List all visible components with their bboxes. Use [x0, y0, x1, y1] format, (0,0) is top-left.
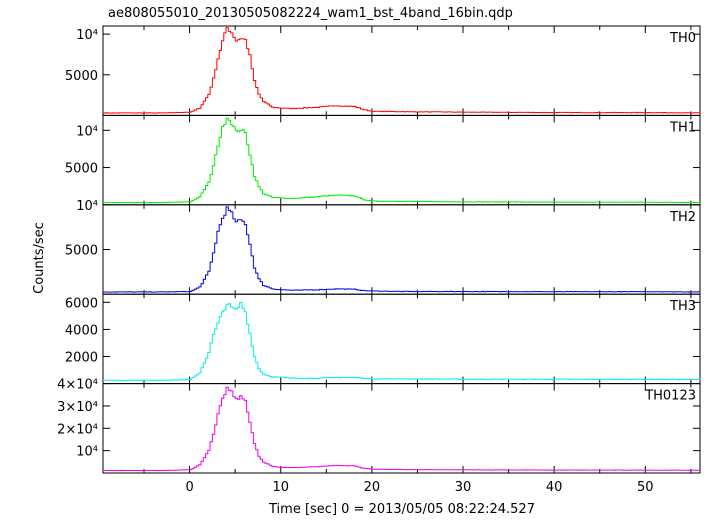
y-tick-label: 6000 — [65, 296, 98, 311]
y-tick-label: 4×10⁴ — [57, 378, 98, 393]
panel-frame — [102, 293, 701, 385]
panel-th0123: 10⁴ 2×10⁴ 3×10⁴ 4×10⁴ TH0123 — [57, 378, 701, 474]
y-tick-label: 10⁴ — [76, 445, 98, 460]
y-tick-label: 10⁴ — [76, 28, 98, 43]
y-tick-label: 5000 — [65, 244, 98, 259]
panel-frame — [102, 204, 701, 295]
x-tick-label: 0 — [185, 480, 193, 495]
panel-frame — [102, 25, 701, 116]
x-tick-label: 20 — [364, 480, 381, 495]
panel-label-th2: TH2 — [669, 210, 696, 225]
panel-th0: 5000 10⁴ TH0 — [65, 25, 701, 116]
panel-label-th3: TH3 — [669, 299, 696, 314]
series-line-th2 — [103, 206, 700, 293]
y-tick-label: 10⁴ — [76, 124, 98, 139]
panel-frame — [102, 114, 701, 206]
x-tick-label: 40 — [546, 480, 563, 495]
y-tick-label: 5000 — [65, 162, 98, 177]
panel-th1: 5000 10⁴ TH1 — [65, 114, 701, 206]
y-tick-label: 4000 — [65, 323, 98, 338]
y-tick-label: 5000 — [65, 69, 98, 84]
series-line-th0123 — [103, 386, 700, 472]
x-axis-label: Time [sec] 0 = 2013/05/05 08:22:24.527 — [268, 502, 535, 516]
panel-th3: 2000 4000 6000 TH3 — [65, 293, 701, 385]
series-line-th3 — [103, 302, 701, 381]
panel-frame — [102, 383, 701, 474]
y-tick-label: 2×10⁴ — [57, 422, 98, 437]
series-line-th1 — [103, 117, 701, 204]
panels: 5000 10⁴ TH0 5000 10⁴ TH1 5000 10⁴ TH2 2000 4000 60… — [57, 25, 701, 495]
panel-label-th0: TH0 — [669, 31, 696, 46]
y-tick-label: 3×10⁴ — [57, 400, 98, 415]
y-tick-label: 10⁴ — [76, 199, 98, 214]
y-tick-label: 2000 — [65, 351, 98, 366]
chart-title: ae808055010_20130505082224_wam1_bst_4ban… — [108, 6, 513, 21]
panel-label-th0123: TH0123 — [644, 389, 696, 404]
y-axis-label: Counts/sec — [32, 222, 47, 294]
x-tick-label: 30 — [455, 480, 472, 495]
x-tick-label: 10 — [272, 480, 289, 495]
series-line-th0 — [103, 27, 701, 114]
panel-th2: 5000 10⁴ TH2 — [65, 199, 701, 295]
panel-label-th1: TH1 — [669, 120, 696, 135]
x-tick-label: 50 — [637, 480, 654, 495]
